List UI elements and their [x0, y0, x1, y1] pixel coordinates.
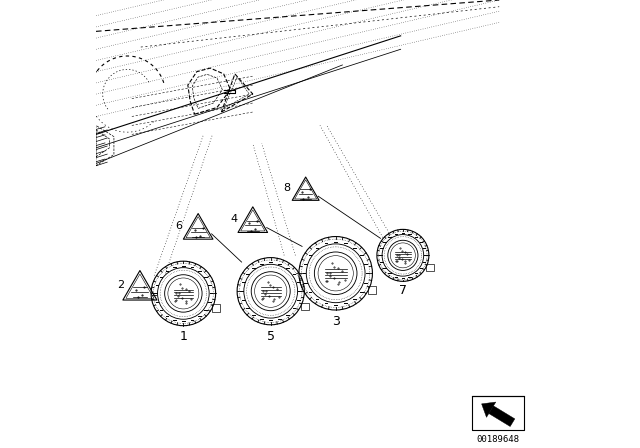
- Text: 2: 2: [117, 280, 124, 290]
- Text: 5: 5: [267, 330, 275, 344]
- Text: 00189648: 00189648: [477, 435, 520, 444]
- Polygon shape: [481, 402, 496, 418]
- Polygon shape: [489, 406, 515, 426]
- Text: 6: 6: [175, 221, 182, 231]
- Text: 7: 7: [399, 284, 407, 297]
- Text: 8: 8: [283, 183, 290, 193]
- Text: 3: 3: [332, 315, 340, 328]
- Text: 4: 4: [230, 214, 237, 224]
- Text: 1: 1: [179, 330, 188, 344]
